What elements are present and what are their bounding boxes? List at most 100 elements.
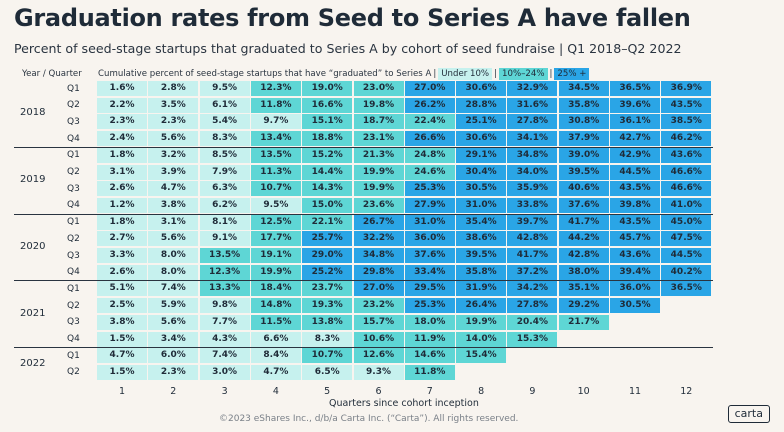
heatmap-cell: 5.1% [97,281,147,297]
heatmap-cell: 1.8% [97,147,147,163]
heatmap-cell: 18.8% [302,131,353,147]
quarter-label: Q2 [67,233,80,244]
heatmap-cell: 2.2% [97,97,147,113]
quarter-label: Q2 [67,367,80,378]
heatmap-cell: 19.9% [353,181,404,197]
heatmap-cell: 5.6% [148,131,199,147]
column-label: 9 [529,386,536,397]
heatmap-cell: 44.2% [558,231,609,247]
heatmap-cell: 24.8% [404,147,455,163]
heatmap-cell: 9.7% [250,114,301,130]
quarter-label: Q3 [67,183,80,194]
heatmap-cell: 10.7% [250,181,301,197]
heatmap-cell: 38.0% [558,264,609,280]
heatmap-cell: 25.3% [404,181,455,197]
heatmap-cell: 35.8% [456,264,507,280]
heatmap-cell: 39.6% [610,97,660,113]
heatmap-cell: 30.5% [456,181,507,197]
heatmap-cell: 34.1% [507,131,558,147]
heatmap-cell: 23.0% [353,81,404,96]
legend-25-plus: 25% + [554,67,590,80]
heatmap-cell: 3.3% [97,248,147,263]
heatmap-cell: 5.6% [148,314,199,330]
heatmap-cell: 46.6% [661,164,712,180]
column-label: 8 [478,386,485,397]
heatmap-cell: 3.4% [148,331,199,347]
heatmap-cell: 38.6% [456,231,507,247]
heatmap-cell: 3.1% [148,214,199,230]
heatmap-cell: 36.5% [661,281,712,297]
quarter-label: Q2 [67,167,80,177]
heatmap-cell: 23.2% [353,298,404,314]
column-label: 4 [272,386,279,397]
quarter-label: Q1 [67,150,80,161]
column-label: 7 [426,386,433,397]
column-label: 10 [577,386,590,397]
chart-title: Graduation rates from Seed to Series A h… [14,4,691,32]
heatmap-cell: 46.2% [661,131,712,147]
heatmap-cell: 11.3% [250,164,301,180]
heatmap-cell: 43.5% [661,97,712,113]
column-label: 11 [628,386,642,397]
heatmap-cell: 43.5% [610,181,660,197]
heatmap-cell: 25.7% [302,231,353,247]
heatmap-cell: 2.5% [97,298,147,314]
heatmap-cell: 14.4% [302,164,353,180]
heatmap-cell: 7.4% [199,348,250,364]
heatmap-cell: 7.4% [148,281,199,297]
heatmap-cell: 47.5% [661,231,712,247]
heatmap-cell: 1.5% [97,331,147,347]
heatmap-cell: 35.9% [507,181,558,197]
heatmap-cell: 5.6% [148,231,199,247]
heatmap-cell: 3.1% [97,164,147,180]
heatmap-cell: 36.0% [404,231,455,247]
heatmap-cell: 26.4% [456,298,507,314]
heatmap-cell: 13.4% [250,131,301,147]
heatmap-cell: 15.2% [302,147,353,163]
heatmap-cell: 14.0% [456,331,507,347]
heatmap-cell: 2.7% [97,231,147,247]
heatmap-cell: 2.3% [97,114,147,130]
heatmap-cell: 19.9% [456,314,507,330]
heatmap-cell: 39.0% [558,147,609,163]
year-label: 2021 [20,307,46,319]
heatmap-cell: 14.3% [302,181,353,197]
quarter-label: Q4 [67,133,80,144]
heatmap-cell: 27.8% [507,114,558,130]
heatmap-cell: 44.5% [610,164,660,180]
carta-logo: carta [727,405,770,423]
heatmap-cell: 3.0% [199,364,250,380]
heatmap-cell: 11.8% [250,97,301,113]
column-label: 1 [118,386,126,397]
heatmap-cell: 20.4% [507,314,558,330]
heatmap-cell: 8.1% [199,214,250,230]
heatmap-cell: 12.6% [353,348,404,364]
heatmap-cell: 39.5% [456,248,507,263]
heatmap-cell: 21.7% [558,314,609,330]
heatmap-cell: 13.5% [199,248,250,263]
column-label: 5 [324,386,331,397]
heatmap-cell: 5.4% [199,114,250,130]
quarter-label: Q4 [67,200,80,211]
heatmap-cell: 15.0% [302,197,353,213]
heatmap-cell: 39.4% [610,264,660,280]
legend-separator: | [549,68,553,79]
heatmap-cell: 22.1% [302,214,353,230]
heatmap-cell: 22.4% [404,114,455,130]
heatmap-cell: 41.7% [507,248,558,263]
heatmap-cell: 13.5% [250,147,301,163]
heatmap-cell: 43.6% [661,147,712,163]
heatmap-cell: 6.1% [199,97,250,113]
year-label: 2022 [20,357,46,369]
heatmap-cell: 42.8% [558,248,609,263]
heatmap-cell: 2.3% [148,114,199,130]
heatmap-cell: 11.9% [404,331,455,347]
column-label: 6 [375,386,382,397]
column-label: 12 [680,386,693,397]
year-label: 2018 [20,107,46,119]
year-quarter-header: Year / Quarter [22,68,82,79]
legend-under-10: Under 10% [438,67,493,80]
heatmap-cell: 29.5% [404,281,455,297]
heatmap-cell: 27.8% [507,298,558,314]
heatmap-cell: 3.5% [148,97,199,113]
